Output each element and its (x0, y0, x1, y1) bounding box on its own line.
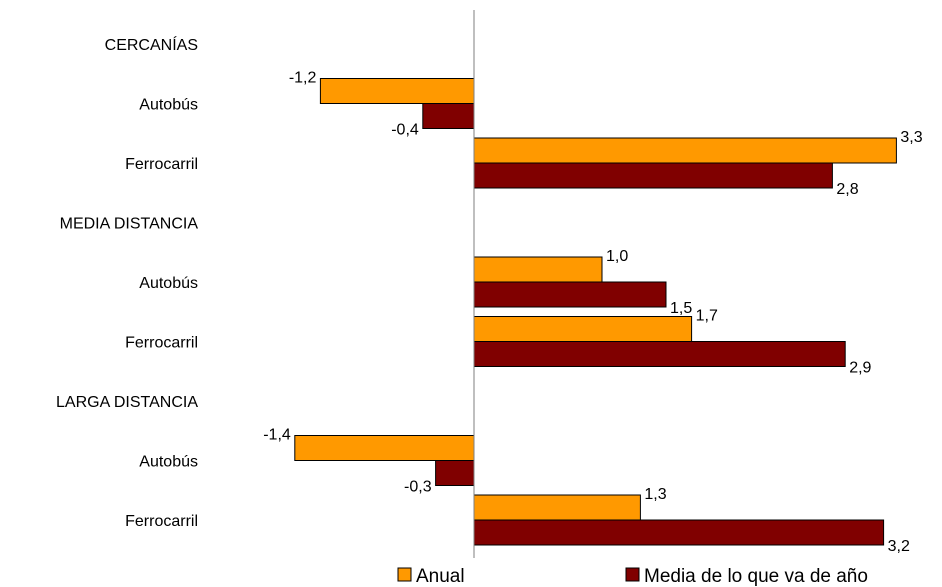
bar-media (422, 103, 475, 129)
bar-media (473, 281, 667, 308)
category-label: Ferrocarril (125, 513, 198, 530)
value-label: 1,7 (696, 308, 718, 325)
bar-media (435, 460, 475, 486)
bar-media (473, 341, 846, 367)
bar-anual (473, 494, 641, 521)
value-label: 2,9 (849, 360, 871, 377)
value-label: -0,3 (404, 479, 432, 496)
value-label: 3,2 (888, 538, 910, 555)
value-label: 1,5 (670, 300, 692, 317)
category-label: Autobús (139, 454, 198, 471)
value-label: -0,4 (391, 122, 419, 139)
group-label: MEDIA DISTANCIA (60, 216, 199, 233)
value-label: 1,0 (606, 248, 628, 265)
legend-label: Media de lo que va de año (644, 566, 868, 587)
group-label: CERCANÍAS (105, 35, 198, 54)
bar-anual (473, 316, 693, 342)
bar-anual (319, 78, 475, 104)
value-label: -1,4 (263, 427, 291, 444)
value-label: -1,2 (289, 70, 317, 87)
bars (294, 78, 897, 546)
bar-media (473, 162, 833, 189)
bar-anual (473, 137, 897, 164)
legend-label: Anual (416, 566, 465, 587)
category-label: Autobús (139, 97, 198, 114)
value-label: 2,8 (836, 181, 858, 198)
category-label: Ferrocarril (125, 156, 198, 173)
row-labels: CERCANÍAS Autobús Ferrocarril MEDIA DISTANC… (56, 35, 198, 530)
value-label: 3,3 (900, 129, 922, 146)
value-labels: -1,2 -0,4 3,3 2,8 1,0 1,5 1,7 2,9 -1,4 -0,3 1,3 3,2 (263, 70, 923, 556)
category-label: Autobús (139, 275, 198, 292)
legend: Anual Media de lo que va de año (397, 566, 868, 587)
legend-swatch (625, 567, 640, 582)
bar-anual (294, 435, 475, 461)
category-label: Ferrocarril (125, 335, 198, 352)
bar-anual (473, 256, 603, 283)
group-label: LARGA DISTANCIA (56, 394, 198, 411)
legend-swatch (397, 567, 412, 582)
value-label: 1,3 (644, 486, 666, 503)
bar-media (473, 519, 885, 546)
